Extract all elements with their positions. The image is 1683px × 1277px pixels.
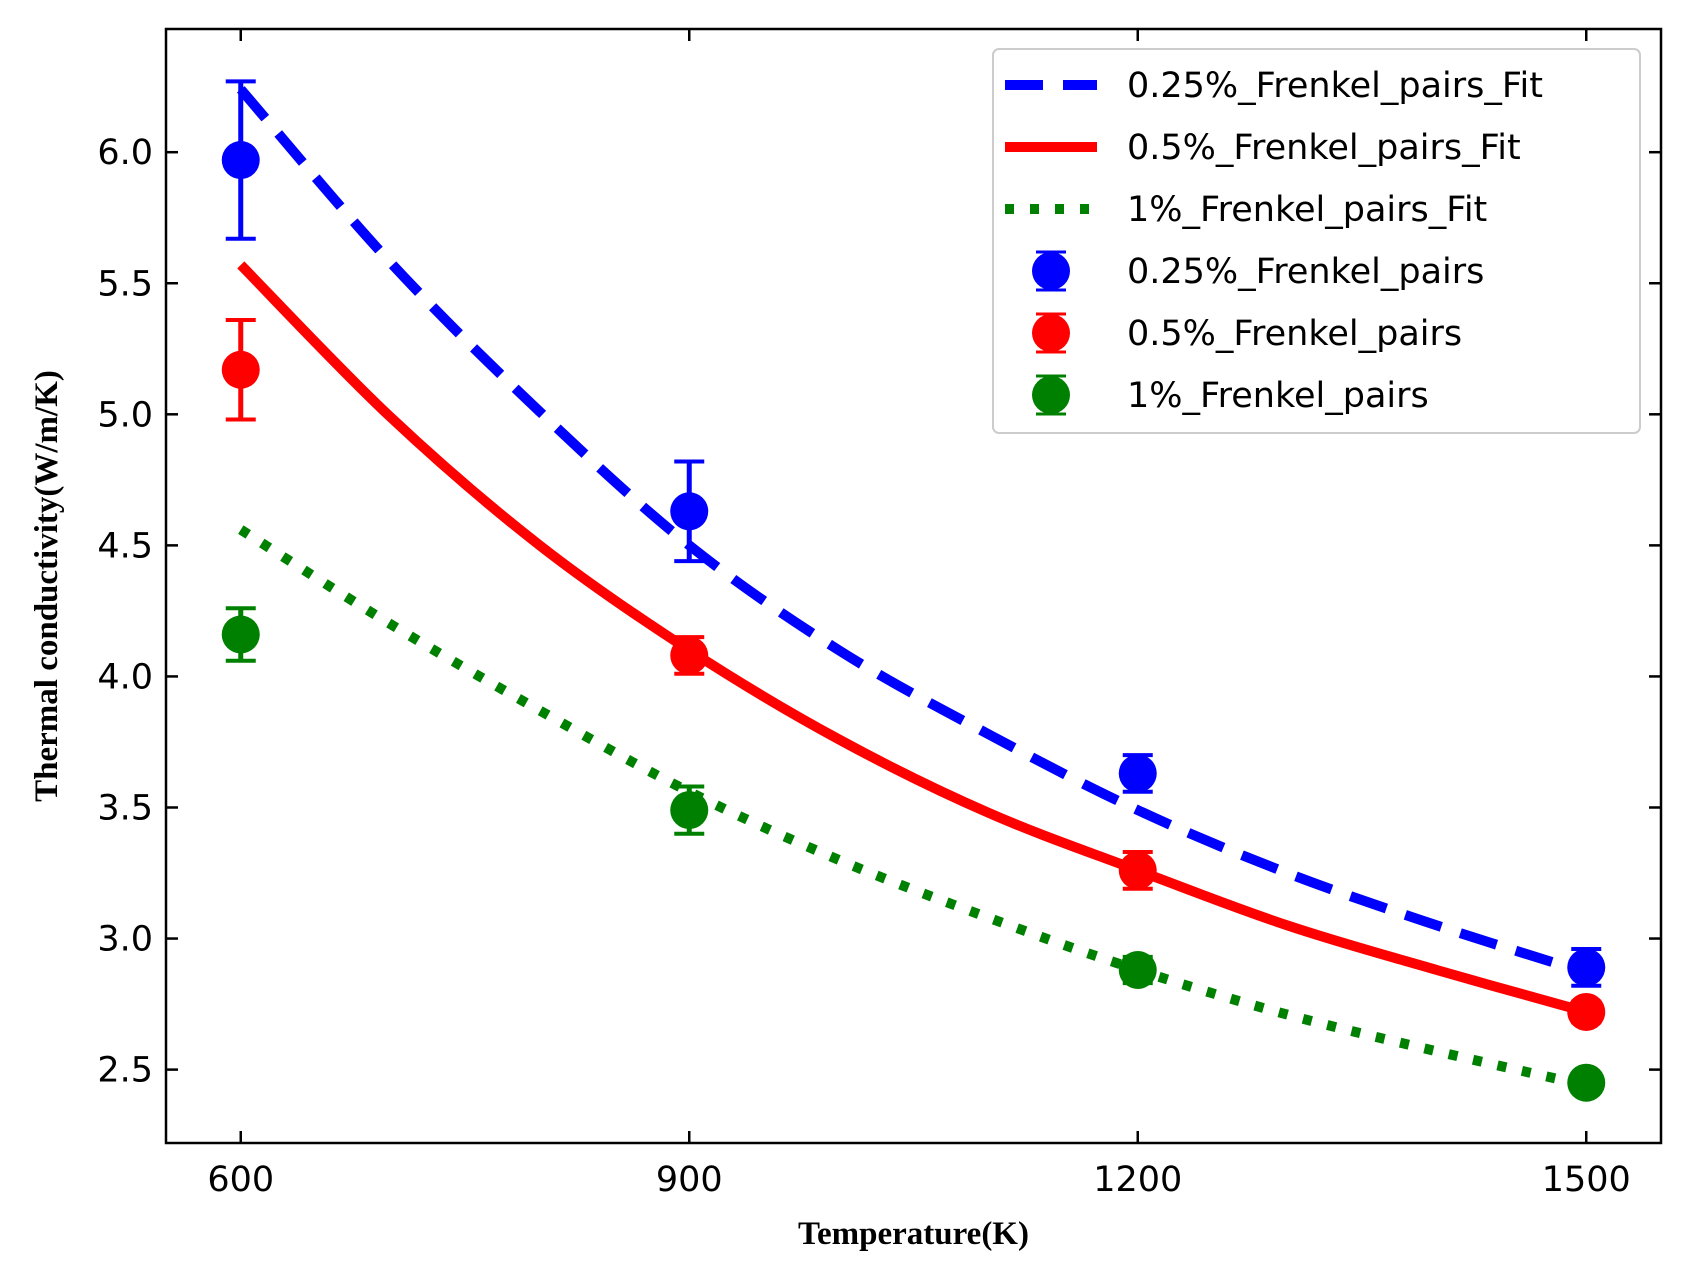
legend-label-fit-2: 1%_Frenkel_pairs_Fit (1127, 190, 1487, 230)
legend-label-data-2: 1%_Frenkel_pairs (1127, 376, 1429, 416)
legend-swatch-marker-0 (1032, 252, 1070, 290)
data-point-1-3 (1567, 992, 1606, 1031)
data-point-2-2 (1118, 951, 1157, 990)
legend-swatch-marker-1 (1032, 314, 1070, 352)
data-point-1-0 (221, 317, 260, 422)
data-marker (1118, 754, 1157, 793)
data-point-1-1 (670, 635, 709, 676)
y-tick-label: 3.0 (97, 920, 153, 960)
data-marker (221, 141, 260, 180)
fit-line-0 (237, 86, 1588, 978)
data-point-0-3 (1567, 947, 1606, 988)
legend-label-fit-1: 0.5%_Frenkel_pairs_Fit (1127, 128, 1521, 168)
data-point-0-0 (221, 79, 260, 241)
data-marker (221, 350, 260, 389)
fit-line-2 (238, 525, 1588, 1091)
plot-area (221, 79, 1606, 1102)
data-marker (1118, 851, 1157, 890)
data-marker (670, 636, 709, 675)
data-marker (670, 492, 709, 531)
y-tick-label: 2.5 (97, 1051, 153, 1091)
x-axis-title: Temperature(K) (798, 1216, 1029, 1252)
x-tick-label: 600 (207, 1160, 274, 1200)
plot-frame (164, 27, 1663, 1145)
data-marker (1567, 948, 1606, 987)
legend-swatch-marker-2 (1032, 376, 1070, 414)
x-tick-label: 1200 (1093, 1160, 1182, 1200)
data-marker (1567, 1063, 1606, 1102)
y-tick-label: 6.0 (97, 133, 153, 173)
fit-line-1 (237, 261, 1588, 1017)
legend-label-data-1: 0.5%_Frenkel_pairs (1127, 314, 1462, 354)
x-tick-label: 1500 (1542, 1160, 1631, 1200)
data-marker (1118, 951, 1157, 990)
x-tick-label: 900 (656, 1160, 723, 1200)
data-point-2-1 (670, 784, 709, 836)
data-marker (221, 615, 260, 654)
axis-ticks: 600 900 1200 1500 2.5 3.0 3.5 4.0 4.5 5.0 5.5 6.0 (97, 29, 1661, 1200)
legend-box (992, 48, 1641, 434)
y-axis-title: Thermal conductivity(W/m/K) (29, 370, 65, 802)
data-marker (1567, 992, 1606, 1031)
legend: 0.25%_Frenkel_pairs_Fit 0.5%_Frenkel_pair… (992, 48, 1641, 434)
y-tick-label: 4.5 (97, 526, 153, 566)
data-point-0-1 (670, 459, 709, 564)
y-tick-label: 3.5 (97, 788, 153, 828)
y-tick-label: 5.0 (97, 395, 153, 435)
data-point-0-2 (1118, 753, 1157, 794)
data-point-1-2 (1118, 850, 1157, 891)
legend-label-data-0: 0.25%_Frenkel_pairs (1127, 252, 1484, 292)
data-point-2-3 (1567, 1063, 1606, 1102)
y-tick-label: 4.0 (97, 657, 153, 697)
data-point-2-0 (221, 606, 260, 663)
legend-label-fit-0: 0.25%_Frenkel_pairs_Fit (1127, 66, 1543, 106)
y-tick-label: 5.5 (97, 264, 153, 304)
data-marker (670, 791, 709, 830)
